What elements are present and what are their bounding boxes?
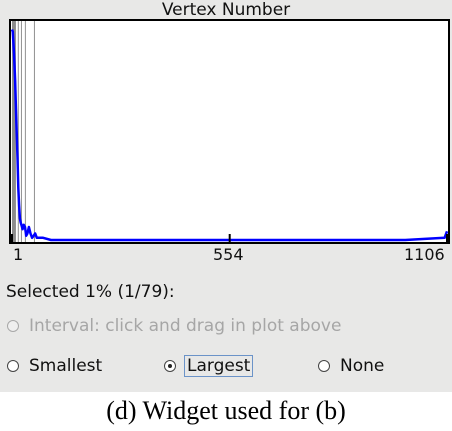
largest-radio[interactable] — [164, 360, 176, 372]
interval-label: Interval: click and drag in plot above — [29, 316, 342, 336]
smallest-radio[interactable] — [7, 360, 19, 372]
x-tick-max: 1106 — [404, 245, 445, 264]
selected-range-band — [12, 21, 16, 242]
plot-title: Vertex Number — [161, 0, 291, 20]
figure-caption: (d) Widget used for (b) — [106, 396, 346, 425]
x-tick-mid: 554 — [213, 245, 244, 264]
smallest-option[interactable]: Smallest — [7, 355, 102, 377]
largest-label[interactable]: Largest — [184, 355, 254, 377]
largest-option[interactable]: Largest — [164, 355, 254, 377]
smallest-label[interactable]: Smallest — [29, 356, 103, 376]
none-label[interactable]: None — [340, 356, 385, 376]
interval-radio — [7, 320, 19, 332]
selected-count-label: Selected 1% (1/79): — [6, 282, 175, 302]
plot-canvas[interactable] — [11, 21, 448, 242]
none-option[interactable]: None — [318, 355, 384, 377]
histogram-plot[interactable] — [9, 19, 450, 244]
none-radio[interactable] — [318, 360, 330, 372]
distribution-curve — [11, 29, 448, 242]
interval-option: Interval: click and drag in plot above — [7, 315, 341, 337]
x-tick-min: 1 — [13, 245, 24, 264]
vertex-number-widget: Vertex Number 1 554 1106 Selected 1% (1/… — [0, 0, 452, 392]
